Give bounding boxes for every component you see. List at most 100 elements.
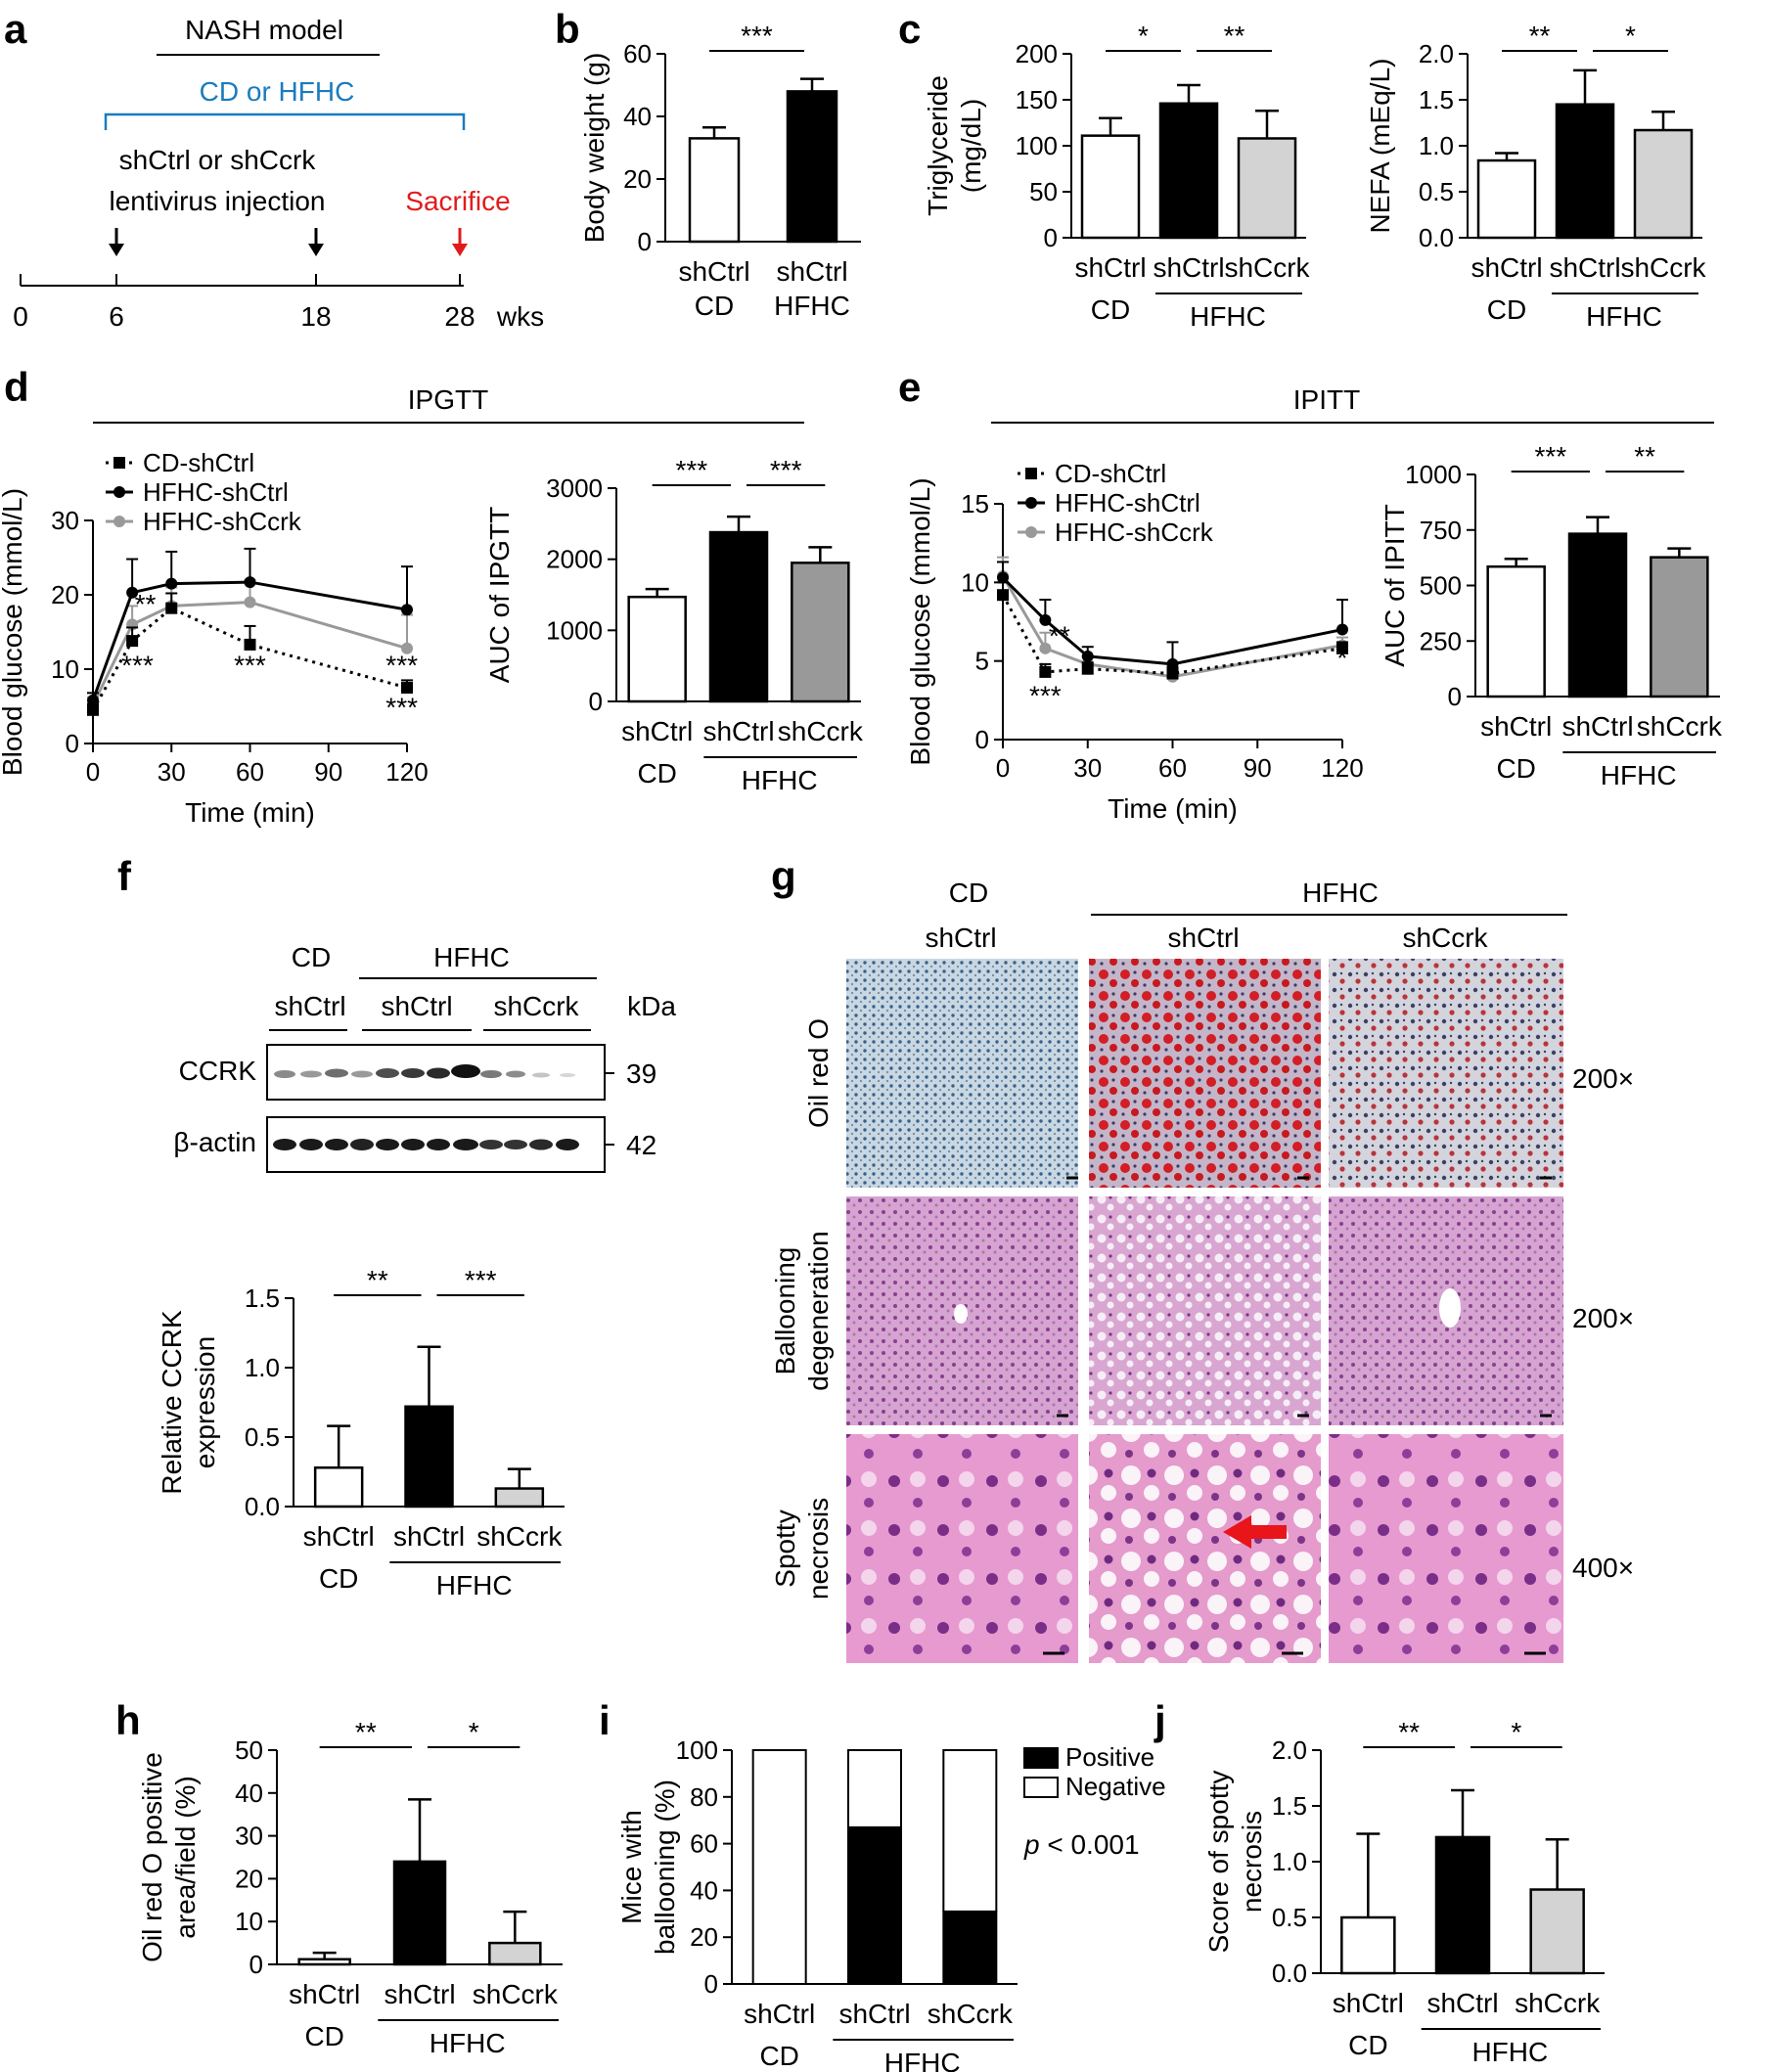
group-label: CD xyxy=(695,291,734,321)
data-point xyxy=(1039,613,1052,626)
panel-letter-c: c xyxy=(898,6,921,52)
data-point xyxy=(401,642,413,654)
legend-label: Negative xyxy=(1065,1772,1166,1801)
pvalue-rest: < 0.001 xyxy=(1040,1829,1140,1860)
group-label-cd: CD xyxy=(1091,294,1130,325)
y-tick-label: 60 xyxy=(623,39,652,68)
histo-oilred-cd-shctrl xyxy=(846,959,1078,1188)
category-label: shCcrk xyxy=(1515,1988,1601,2018)
y-tick-label: 150 xyxy=(1016,85,1058,114)
x-axis-label: Time (min) xyxy=(1108,793,1238,824)
y-tick-label: 0 xyxy=(66,729,79,758)
y-tick-label: 0.0 xyxy=(1272,1959,1307,1988)
category-label: shCtrl xyxy=(1333,1988,1404,2018)
significance-label: ** xyxy=(367,1265,388,1295)
category-label: shCtrl xyxy=(678,256,749,287)
histo-row-label-necrosis-2: necrosis xyxy=(803,1498,834,1599)
histo-col-label-2: shCtrl xyxy=(1167,923,1239,953)
data-point xyxy=(126,635,139,648)
group-label-cd: CD xyxy=(304,2021,343,2051)
significance-annotation: *** xyxy=(385,693,418,723)
blot-ccrk-bands xyxy=(274,1064,575,1079)
bar xyxy=(708,530,769,703)
panel-letter-d: d xyxy=(4,364,29,410)
y-axis-label: Relative CCRK xyxy=(157,1310,187,1495)
category-label: shCtrl xyxy=(776,256,847,287)
significance-label: ** xyxy=(1224,21,1245,51)
blot-lane-label-2: shCtrl xyxy=(381,991,452,1021)
histo-row-label-balloon-2: degeneration xyxy=(803,1231,834,1390)
histo-row-label-necrosis-1: Spotty xyxy=(770,1509,800,1587)
bar xyxy=(392,1860,447,1966)
legend-swatch xyxy=(1023,1747,1059,1769)
x-tick-label: 120 xyxy=(385,757,428,787)
histo-balloon-vein-1 xyxy=(954,1304,968,1324)
group-label-hfhc: HFHC xyxy=(1601,760,1677,790)
y-tick-label: 750 xyxy=(1420,516,1462,545)
ipgtt-header: IPGTT xyxy=(408,384,488,415)
y-tick-label: 0 xyxy=(1044,223,1058,252)
y-axis-label: Blood glucose (mmol/L) xyxy=(0,488,27,776)
legend-label: CD-shCtrl xyxy=(1055,459,1166,488)
necrosis-arrow xyxy=(1223,1515,1287,1549)
data-point xyxy=(1336,642,1348,654)
panel-letter-i: i xyxy=(599,1697,611,1743)
histo-row-label-oilred: Oil red O xyxy=(803,1018,834,1128)
legend-marker xyxy=(1025,497,1037,509)
significance-label: *** xyxy=(465,1265,497,1295)
legend-marker xyxy=(1025,526,1037,538)
category-label: shCtrl xyxy=(393,1521,465,1552)
significance-label: ** xyxy=(1529,21,1551,51)
panel-letter-a: a xyxy=(4,6,27,52)
y-axis-label: Score of spotty xyxy=(1203,1771,1234,1954)
data-point xyxy=(997,589,1009,602)
histo-mag-row-1: 200× xyxy=(1572,1063,1634,1094)
y-tick-label: 40 xyxy=(623,102,652,131)
sacrifice-arrow xyxy=(452,228,468,256)
category-label: shCtrl xyxy=(1561,711,1633,742)
category-label: shCtrl xyxy=(289,1979,360,2009)
y-tick-label: 50 xyxy=(1029,177,1058,206)
y-tick-label: 10 xyxy=(961,567,989,597)
injection-label-1: shCtrl or shCcrk xyxy=(119,145,317,175)
group-label-hfhc: HFHC xyxy=(1471,2037,1548,2067)
bar-positive xyxy=(847,1825,902,1985)
data-point xyxy=(1081,662,1094,675)
category-label: shCcrk xyxy=(476,1521,563,1552)
timeline-tick-6: 6 xyxy=(109,301,124,332)
category-label: shCtrl xyxy=(303,1521,375,1552)
x-tick-label: 120 xyxy=(1321,753,1363,783)
y-tick-label: 500 xyxy=(1420,571,1462,601)
y-tick-label: 30 xyxy=(51,506,79,535)
bar xyxy=(786,90,838,244)
data-point xyxy=(997,571,1009,584)
x-tick-label: 90 xyxy=(314,757,342,787)
histo-oilred-hfhc-shctrl xyxy=(1089,959,1321,1188)
category-label: shCcrk xyxy=(1620,252,1706,283)
diet-label: CD or HFHC xyxy=(200,76,355,107)
y-tick-label: 1.0 xyxy=(245,1353,280,1382)
bar xyxy=(1650,556,1709,698)
data-point xyxy=(165,577,178,590)
panel-letter-j: j xyxy=(1154,1697,1166,1743)
significance-label: ** xyxy=(1398,1717,1420,1747)
x-tick-label: 30 xyxy=(158,757,186,787)
category-label: shCtrl xyxy=(1426,1988,1498,2018)
data-point xyxy=(1039,665,1052,678)
y-tick-label: 0 xyxy=(1448,682,1462,711)
blot-unit-kda: kDa xyxy=(627,991,676,1021)
timeline-tick-18: 18 xyxy=(300,301,331,332)
group-label-hfhc: HFHC xyxy=(1190,301,1266,332)
blot-row-ccrk-label: CCRK xyxy=(179,1056,257,1086)
histo-mag-row-3: 400× xyxy=(1572,1553,1634,1583)
significance-annotation: ** xyxy=(135,589,157,619)
injection-arrow-18wk xyxy=(308,228,324,256)
significance-annotation: *** xyxy=(1029,681,1062,711)
y-tick-label: 1000 xyxy=(1405,460,1462,489)
y-tick-label: 10 xyxy=(235,1907,263,1936)
y-tick-label: 200 xyxy=(1016,39,1058,68)
significance-annotation: *** xyxy=(121,650,154,680)
category-label: shCtrl xyxy=(1153,252,1224,283)
